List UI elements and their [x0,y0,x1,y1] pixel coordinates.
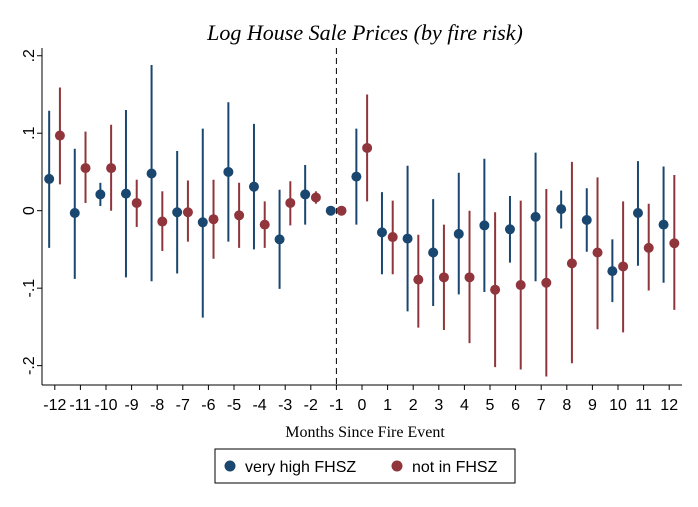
y-tick-label: 0 [21,206,38,215]
x-tick-label: -8 [150,397,164,414]
x-tick-label: 11 [635,397,652,414]
x-tick-label: 9 [588,397,597,414]
point-very-high-fhsz [376,227,387,238]
y-tick-label: -.1 [21,279,38,298]
point-not-in-fhsz [54,130,65,141]
point-very-high-fhsz [325,205,336,216]
x-tick-label: -3 [278,397,292,414]
point-very-high-fhsz [197,217,208,228]
point-very-high-fhsz [44,173,55,184]
point-very-high-fhsz [248,181,259,192]
point-very-high-fhsz [300,189,311,200]
point-very-high-fhsz [428,247,439,258]
point-very-high-fhsz [223,166,234,177]
point-very-high-fhsz [172,207,183,218]
x-tick-label: 12 [660,397,678,414]
y-tick-label: -.2 [21,356,38,375]
point-not-in-fhsz [438,272,449,283]
point-not-in-fhsz [106,163,117,174]
point-not-in-fhsz [387,232,398,243]
x-tick-label: -4 [252,397,266,414]
legend-label-not-in-fhsz: not in FHSZ [412,459,498,476]
point-very-high-fhsz [146,168,157,179]
point-not-in-fhsz [413,274,424,285]
x-tick-label: 3 [434,397,443,414]
x-tick-label: -5 [227,397,241,414]
point-not-in-fhsz [208,214,219,225]
x-tick-label: 5 [486,397,495,414]
legend-box [214,448,516,484]
point-not-in-fhsz [182,207,193,218]
x-tick-label: -12 [43,397,66,414]
legend-marker-very-high-fhsz [224,460,236,472]
x-tick-label: 0 [358,397,367,414]
point-not-in-fhsz [157,216,168,227]
point-very-high-fhsz [402,233,413,244]
point-not-in-fhsz [285,197,296,208]
point-not-in-fhsz [643,242,654,253]
x-tick-label: 7 [537,397,546,414]
point-not-in-fhsz [234,210,245,221]
point-not-in-fhsz [592,247,603,258]
point-very-high-fhsz [351,171,362,182]
x-tick-label: 1 [383,397,392,414]
x-tick-label: 4 [460,397,469,414]
legend: very high FHSZ not in FHSZ [214,448,516,484]
legend-marker-not-in-fhsz [391,460,403,472]
point-very-high-fhsz [95,189,106,200]
point-not-in-fhsz [541,277,552,288]
point-not-in-fhsz [336,205,347,216]
point-very-high-fhsz [556,204,567,215]
point-not-in-fhsz [515,280,526,291]
legend-label-very-high-fhsz: very high FHSZ [245,459,356,476]
point-very-high-fhsz [504,224,515,235]
point-very-high-fhsz [69,208,80,219]
point-very-high-fhsz [632,208,643,219]
point-very-high-fhsz [581,214,592,225]
plot-area: -.2-.10.1.2-12 -11 -10 -9 -8 -7 -6 -5 -4 -3 -2 -1 0 1… [21,48,682,414]
x-tick-label: -6 [201,397,215,414]
x-axis-label: Months Since Fire Event [285,424,445,441]
x-tick-label: -11 [69,397,91,414]
x-tick-label: -9 [124,397,138,414]
chart-title: Log House Sale Prices (by fire risk) [206,20,523,45]
point-not-in-fhsz [362,142,373,153]
x-tick-label: -1 [329,397,343,414]
x-tick-label: -7 [176,397,190,414]
point-very-high-fhsz [120,188,131,199]
point-very-high-fhsz [607,266,618,277]
point-very-high-fhsz [453,228,464,239]
x-tick-label: 8 [562,397,571,414]
point-not-in-fhsz [618,261,629,272]
point-very-high-fhsz [530,211,541,222]
point-not-in-fhsz [80,163,91,174]
y-tick-label: .2 [21,49,38,62]
point-not-in-fhsz [566,258,577,269]
x-tick-label: -2 [304,397,318,414]
point-not-in-fhsz [464,272,475,283]
point-very-high-fhsz [479,220,490,231]
y-tick-label: .1 [21,126,38,139]
point-not-in-fhsz [259,219,270,230]
x-tick-label: 6 [511,397,520,414]
point-not-in-fhsz [669,238,680,249]
point-not-in-fhsz [490,284,501,295]
point-very-high-fhsz [274,234,285,245]
point-not-in-fhsz [310,192,321,203]
point-not-in-fhsz [131,197,142,208]
point-very-high-fhsz [658,219,669,230]
x-tick-label: -10 [94,397,117,414]
x-tick-label: 2 [409,397,418,414]
x-tick-label: 10 [609,397,627,414]
